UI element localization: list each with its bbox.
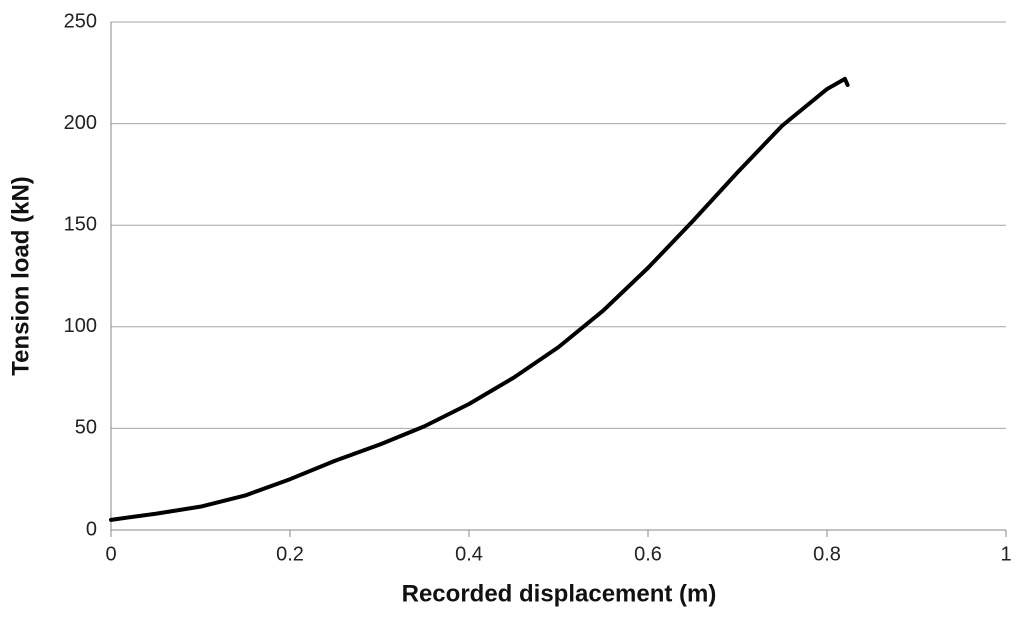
y-tick-label: 150 (64, 213, 97, 235)
data-line (109, 76, 850, 522)
x-tick-label: 0.8 (813, 543, 841, 565)
x-tick-label: 1 (1000, 543, 1011, 565)
y-tick-label: 200 (64, 112, 97, 134)
x-axis-title: Recorded displacement (m) (402, 580, 717, 607)
x-tick-label: 0.4 (455, 543, 483, 565)
x-tick-label: 0.2 (276, 543, 304, 565)
y-axis-title: Tension load (kN) (7, 176, 34, 376)
y-tick-label: 0 (86, 518, 97, 540)
x-tick-label: 0.6 (634, 543, 662, 565)
y-tick-label: 100 (64, 315, 97, 337)
y-tick-label: 250 (64, 10, 97, 32)
x-tick-label: 0 (105, 543, 116, 565)
y-tick-label: 50 (75, 417, 97, 439)
